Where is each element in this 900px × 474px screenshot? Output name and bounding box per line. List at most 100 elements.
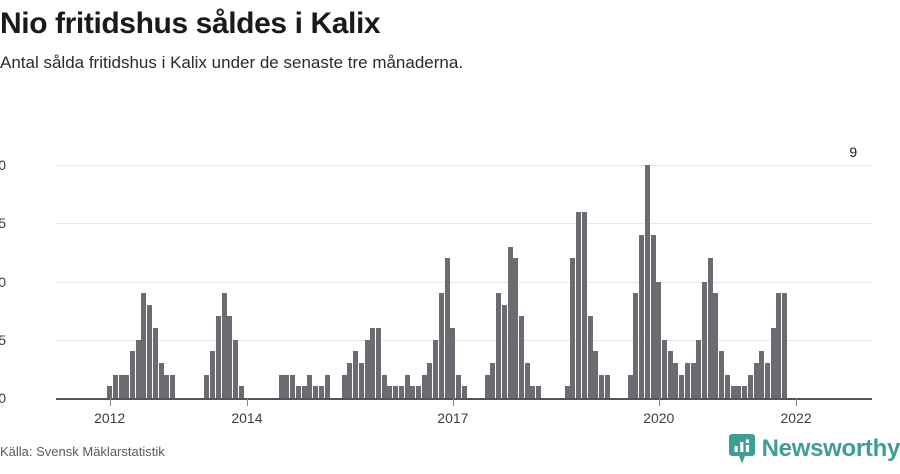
- bar[interactable]: [690, 363, 696, 398]
- bar[interactable]: [513, 258, 519, 398]
- bar[interactable]: [444, 258, 450, 398]
- bar[interactable]: [530, 386, 536, 398]
- bar[interactable]: [130, 351, 136, 398]
- x-axis-tick: [796, 398, 798, 406]
- bar[interactable]: [112, 374, 118, 398]
- bar[interactable]: [381, 374, 387, 398]
- bar[interactable]: [233, 339, 238, 398]
- bar[interactable]: [524, 363, 530, 398]
- bar[interactable]: [152, 328, 158, 398]
- bar[interactable]: [398, 386, 404, 398]
- bar[interactable]: [719, 351, 725, 398]
- bar[interactable]: [387, 386, 393, 398]
- bar[interactable]: [759, 351, 765, 398]
- bar[interactable]: [519, 316, 524, 398]
- bar[interactable]: [370, 328, 376, 398]
- bar[interactable]: [662, 339, 667, 398]
- bar[interactable]: [599, 374, 605, 398]
- bar[interactable]: [490, 363, 496, 398]
- newsworthy-logo[interactable]: Newsworthy: [728, 434, 900, 464]
- bar[interactable]: [484, 374, 490, 398]
- bar[interactable]: [284, 374, 290, 398]
- bar[interactable]: [639, 234, 645, 398]
- y-axis-tick-label: 0: [0, 390, 6, 406]
- bar[interactable]: [564, 386, 570, 398]
- x-axis-tick-label: 2022: [780, 410, 812, 426]
- bar[interactable]: [713, 293, 719, 398]
- bar[interactable]: [456, 374, 462, 398]
- bar[interactable]: [433, 339, 439, 398]
- bar[interactable]: [393, 386, 399, 398]
- bar[interactable]: [587, 316, 593, 398]
- bar[interactable]: [782, 293, 788, 398]
- bar[interactable]: [324, 374, 330, 398]
- bar[interactable]: [604, 374, 610, 398]
- bar[interactable]: [736, 386, 742, 398]
- bar[interactable]: [170, 374, 176, 398]
- bar[interactable]: [210, 351, 216, 398]
- bar[interactable]: [215, 316, 221, 398]
- bar[interactable]: [301, 386, 307, 398]
- bar[interactable]: [318, 386, 324, 398]
- bar[interactable]: [593, 351, 599, 398]
- bar[interactable]: [627, 374, 633, 398]
- bar[interactable]: [147, 304, 153, 398]
- bar[interactable]: [410, 386, 416, 398]
- bar[interactable]: [679, 374, 685, 398]
- bar[interactable]: [118, 374, 124, 398]
- bar[interactable]: [656, 281, 662, 398]
- bar[interactable]: [404, 374, 410, 398]
- bar[interactable]: [770, 328, 776, 398]
- bar[interactable]: [416, 386, 422, 398]
- bar[interactable]: [307, 374, 313, 398]
- bar[interactable]: [576, 211, 582, 398]
- bar[interactable]: [347, 363, 353, 398]
- bar[interactable]: [707, 258, 713, 398]
- bar[interactable]: [581, 211, 587, 398]
- bar[interactable]: [353, 351, 359, 398]
- bar[interactable]: [753, 363, 759, 398]
- bar[interactable]: [696, 339, 702, 398]
- bar[interactable]: [633, 293, 639, 398]
- bar[interactable]: [536, 386, 542, 398]
- bar[interactable]: [107, 386, 113, 398]
- bar[interactable]: [341, 374, 347, 398]
- bar[interactable]: [135, 339, 141, 398]
- bar[interactable]: [702, 281, 708, 398]
- bar[interactable]: [764, 363, 770, 398]
- bar[interactable]: [313, 386, 319, 398]
- bar[interactable]: [364, 339, 370, 398]
- bar[interactable]: [290, 374, 296, 398]
- bar[interactable]: [238, 386, 244, 398]
- bar[interactable]: [501, 304, 507, 398]
- bar[interactable]: [570, 258, 576, 398]
- bar[interactable]: [507, 246, 513, 398]
- bar[interactable]: [158, 363, 164, 398]
- bar[interactable]: [747, 374, 753, 398]
- bar[interactable]: [421, 374, 427, 398]
- bar[interactable]: [776, 293, 782, 398]
- bar[interactable]: [124, 374, 130, 398]
- bar[interactable]: [221, 293, 227, 398]
- bar[interactable]: [141, 293, 147, 398]
- bar[interactable]: [730, 386, 736, 398]
- bar[interactable]: [644, 165, 650, 398]
- bar[interactable]: [667, 351, 673, 398]
- bar[interactable]: [684, 363, 690, 398]
- bar[interactable]: [496, 293, 502, 398]
- bar[interactable]: [164, 374, 170, 398]
- bar[interactable]: [427, 363, 433, 398]
- bar[interactable]: [278, 374, 284, 398]
- bar[interactable]: [673, 363, 679, 398]
- bar[interactable]: [450, 328, 456, 398]
- bar[interactable]: [358, 363, 364, 398]
- bar[interactable]: [376, 328, 381, 398]
- bar[interactable]: [204, 374, 210, 398]
- bar[interactable]: [461, 386, 467, 398]
- bar[interactable]: [295, 386, 301, 398]
- bar[interactable]: [227, 316, 233, 398]
- bar[interactable]: [742, 386, 748, 398]
- bar[interactable]: [438, 293, 444, 398]
- bar[interactable]: [650, 234, 656, 398]
- bar[interactable]: [724, 374, 730, 398]
